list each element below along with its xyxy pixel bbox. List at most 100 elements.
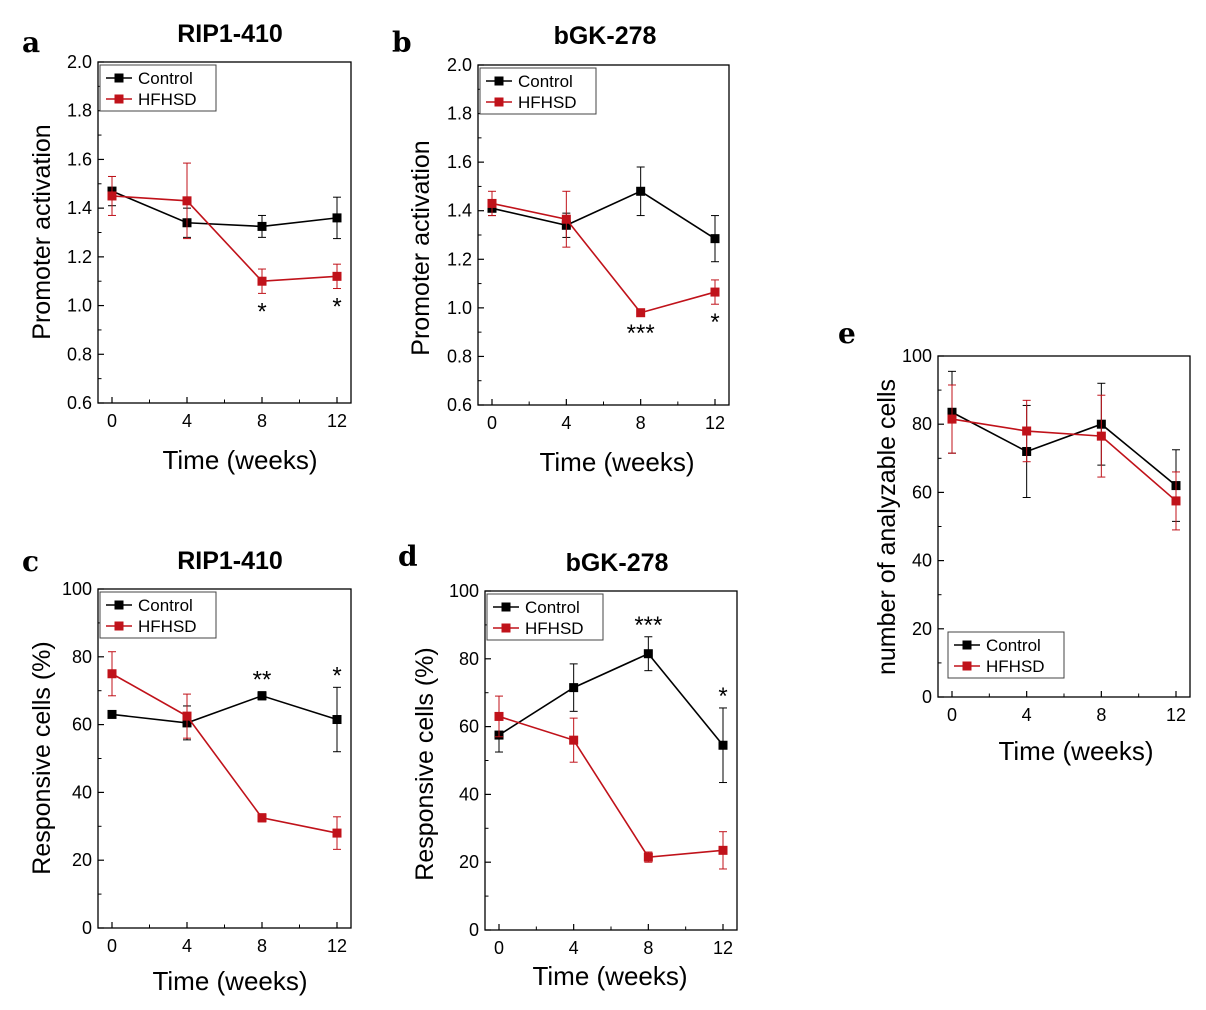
y-tick-label: 1.4 — [447, 201, 472, 221]
legend-d: Control HFHSD — [486, 593, 604, 641]
panel-c: c RIP1-410 Time (weeks) Responsive cells… — [22, 545, 352, 996]
legend-marker — [114, 94, 124, 104]
x-tick-label: 8 — [643, 938, 653, 958]
panel-d: d bGK-278 Time (weeks) Responsive cells … — [398, 540, 738, 991]
panel-letter-d: d — [398, 540, 418, 573]
legend-label: HFHSD — [138, 617, 197, 636]
x-tick-label: 4 — [1022, 705, 1032, 725]
x-tick-label: 12 — [1166, 705, 1186, 725]
legend-label: HFHSD — [525, 619, 584, 638]
legend-marker — [501, 623, 511, 633]
axes-frame — [97, 588, 352, 929]
series-line — [111, 694, 338, 724]
data-point — [643, 649, 653, 659]
data-point — [1171, 496, 1181, 506]
data-point — [257, 813, 267, 823]
panel-e: e Time (weeks) number of analyzable cell… — [838, 317, 1191, 766]
y-tick-label: 2.0 — [447, 55, 472, 75]
significance-annotation: * — [257, 298, 266, 325]
significance-annotation: ** — [253, 667, 272, 694]
data-point — [107, 669, 117, 679]
legend-label: Control — [986, 636, 1041, 655]
legend-marker — [494, 97, 504, 107]
series-line — [111, 195, 338, 283]
y-tick-label: 80 — [72, 647, 92, 667]
x-tick-label: 12 — [705, 413, 725, 433]
series-hfhsd — [947, 384, 1181, 531]
x-tick-label: 0 — [107, 411, 117, 431]
x-tick-label: 12 — [327, 411, 347, 431]
y-tick-label: 0 — [469, 920, 479, 940]
data-point — [710, 287, 720, 297]
y-tick-label: 100 — [902, 346, 932, 366]
data-point — [487, 198, 497, 208]
significance-annotation: * — [332, 294, 341, 321]
legend-marker — [494, 76, 504, 86]
y-tick-label: 100 — [62, 579, 92, 599]
x-tick-label: 0 — [487, 413, 497, 433]
y-tick-label: 40 — [912, 551, 932, 571]
legend-label: Control — [518, 72, 573, 91]
legend-marker — [114, 621, 124, 631]
data-point — [947, 414, 957, 424]
legend-c: Control HFHSD — [99, 591, 217, 639]
x-tick-label: 8 — [636, 413, 646, 433]
panel-letter-e: e — [838, 317, 856, 350]
panel-c-xlabel: Time (weeks) — [152, 966, 307, 996]
panel-e-ylabel: number of analyzable cells — [873, 379, 901, 675]
series-hfhsd — [107, 162, 342, 294]
legend-marker — [114, 73, 124, 83]
panel-a-ylabel: Promoter activation — [28, 124, 56, 339]
data-point — [643, 852, 653, 862]
data-point — [107, 191, 117, 201]
data-point — [718, 845, 728, 855]
y-tick-label: 60 — [72, 715, 92, 735]
legend-marker — [114, 600, 124, 610]
series-control — [107, 686, 342, 753]
panel-d-title: bGK-278 — [566, 549, 669, 577]
series-line — [951, 411, 1177, 487]
panel-b-ylabel: Promoter activation — [407, 140, 435, 355]
y-tick-label: 60 — [459, 717, 479, 737]
data-point — [718, 740, 728, 750]
data-point — [182, 196, 192, 206]
x-tick-label: 4 — [569, 938, 579, 958]
y-tick-label: 20 — [912, 619, 932, 639]
axes-frame — [484, 590, 738, 931]
series-hfhsd — [107, 651, 342, 850]
data-point — [569, 683, 579, 693]
y-tick-label: 1.0 — [447, 298, 472, 318]
axes-frame — [477, 64, 730, 406]
x-tick-label: 12 — [327, 936, 347, 956]
data-point — [332, 715, 342, 725]
significance-annotation: * — [332, 662, 341, 689]
panel-d-ylabel: Responsive cells (%) — [411, 647, 439, 880]
panel-letter-b: b — [392, 26, 412, 59]
series-line — [111, 673, 338, 834]
legend-b: Control HFHSD — [479, 67, 597, 115]
y-tick-label: 100 — [449, 581, 479, 601]
legend-label: HFHSD — [986, 657, 1045, 676]
y-tick-label: 0 — [922, 687, 932, 707]
y-tick-label: 1.2 — [67, 247, 92, 267]
x-tick-label: 12 — [713, 938, 733, 958]
y-tick-label: 0.8 — [67, 344, 92, 364]
data-point — [636, 308, 646, 318]
x-tick-label: 8 — [1096, 705, 1106, 725]
legend-marker — [501, 602, 511, 612]
panel-b-xlabel: Time (weeks) — [539, 447, 694, 477]
legend-e: Control HFHSD — [947, 631, 1065, 679]
data-point — [107, 709, 117, 719]
x-tick-label: 0 — [494, 938, 504, 958]
y-tick-label: 1.6 — [67, 149, 92, 169]
y-tick-label: 1.8 — [447, 104, 472, 124]
y-tick-label: 2.0 — [67, 52, 92, 72]
y-tick-label: 0 — [82, 918, 92, 938]
data-point — [636, 186, 646, 196]
plot-area-e: 0 20 40 60 80 100 0 4 8 12 Control HFHSD — [902, 346, 1191, 725]
series-hfhsd — [487, 190, 720, 318]
y-tick-label: 0.8 — [447, 346, 472, 366]
series-hfhsd — [494, 695, 728, 870]
panel-letter-c: c — [22, 545, 39, 578]
